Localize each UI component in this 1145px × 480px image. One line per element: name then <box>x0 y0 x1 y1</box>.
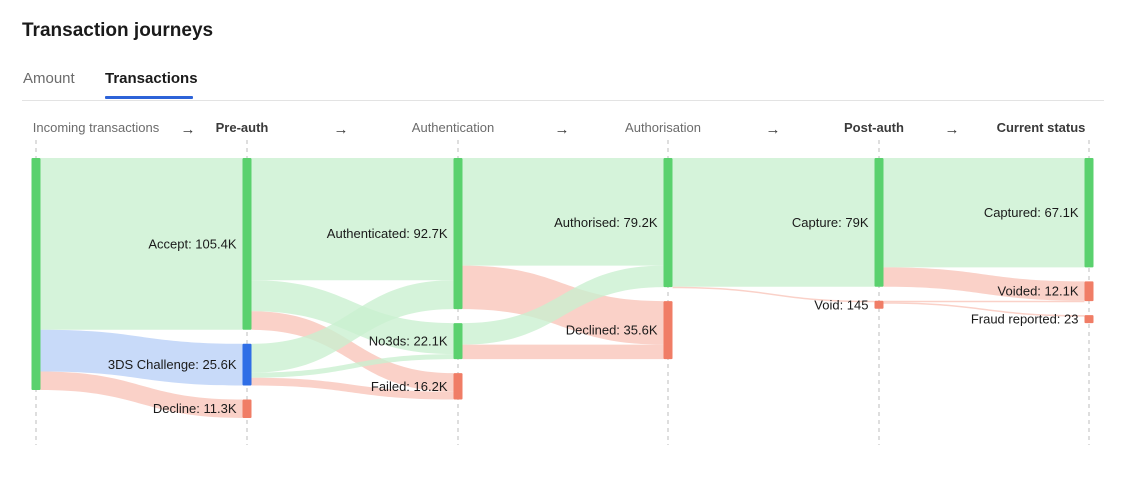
flow-link[interactable] <box>883 158 1085 268</box>
arrow-right-icon: → <box>334 121 349 138</box>
flow-link[interactable] <box>251 280 454 373</box>
flow-node[interactable] <box>453 158 463 310</box>
flow-node[interactable] <box>874 300 884 309</box>
flow-node[interactable] <box>453 373 463 400</box>
stage-headers: Incoming transactions Pre-auth Authenticat… <box>33 120 1086 138</box>
node-label: Decline: 11.3K <box>153 401 237 416</box>
node-label: Fraud reported: 23 <box>971 312 1079 327</box>
flow-link[interactable] <box>251 354 454 378</box>
flow-node[interactable] <box>31 158 41 390</box>
node-label: Void: 145 <box>814 297 868 312</box>
flow-link[interactable] <box>462 158 664 266</box>
flow-link[interactable] <box>883 302 1085 317</box>
arrow-right-icon: → <box>181 121 196 138</box>
page-title: Transaction journeys <box>22 20 214 41</box>
stage-header: Authentication <box>412 120 494 135</box>
stage-header: Authorisation <box>625 120 701 135</box>
stage-header: Incoming transactions <box>33 120 160 135</box>
flow-node[interactable] <box>1084 281 1094 302</box>
flow-node[interactable] <box>242 158 252 330</box>
node-label: Authenticated: 92.7K <box>327 226 448 241</box>
tab-amount[interactable]: Amount <box>23 70 75 87</box>
node-label: Capture: 79K <box>792 215 869 230</box>
node-label: Voided: 12.1K <box>998 284 1079 299</box>
flow-link[interactable] <box>883 300 1085 303</box>
node-label: Captured: 67.1K <box>984 205 1079 220</box>
flow-node[interactable] <box>1084 315 1094 324</box>
node-label: 3DS Challenge: 25.6K <box>108 357 237 372</box>
flow-link[interactable] <box>251 158 454 281</box>
flow-link[interactable] <box>40 329 243 386</box>
flow-link[interactable] <box>251 311 454 392</box>
flow-link[interactable] <box>40 371 243 418</box>
flow-link[interactable] <box>462 265 664 345</box>
flow-link[interactable] <box>40 158 243 330</box>
sankey-chart: Accept: 105.4K 3DS Challenge: 25.6K Declin… <box>31 120 1094 445</box>
stage-header: Current status <box>997 120 1086 135</box>
arrow-right-icon: → <box>555 121 570 138</box>
tab-bar: Amount Transactions <box>22 60 1104 101</box>
active-tab-indicator <box>105 96 193 99</box>
flow-node[interactable] <box>453 323 463 360</box>
arrow-right-icon: → <box>945 121 960 138</box>
flow-node[interactable] <box>663 301 673 360</box>
flow-link[interactable] <box>462 344 664 360</box>
flow-link[interactable] <box>672 286 875 303</box>
flow-link[interactable] <box>251 377 454 400</box>
node-label: No3ds: 22.1K <box>369 334 448 349</box>
flow-node[interactable] <box>242 399 252 418</box>
stage-header: Pre-auth <box>216 120 269 135</box>
flow-links <box>40 158 1085 418</box>
node-label: Declined: 35.6K <box>566 323 658 338</box>
node-label: Authorised: 79.2K <box>554 215 658 230</box>
node-label: Accept: 105.4K <box>148 236 236 251</box>
flow-node[interactable] <box>663 158 673 288</box>
flow-node[interactable] <box>242 343 252 386</box>
tab-transactions[interactable]: Transactions <box>105 70 198 87</box>
flow-node[interactable] <box>874 158 884 287</box>
node-labels: Accept: 105.4K 3DS Challenge: 25.6K Declin… <box>108 205 1079 416</box>
node-label: Failed: 16.2K <box>371 379 448 394</box>
flow-node[interactable] <box>1084 158 1094 268</box>
flow-nodes <box>31 158 1094 418</box>
flow-link[interactable] <box>672 158 875 287</box>
flow-link[interactable] <box>883 267 1085 301</box>
arrow-right-icon: → <box>766 121 781 138</box>
stage-header: Post-auth <box>844 120 904 135</box>
